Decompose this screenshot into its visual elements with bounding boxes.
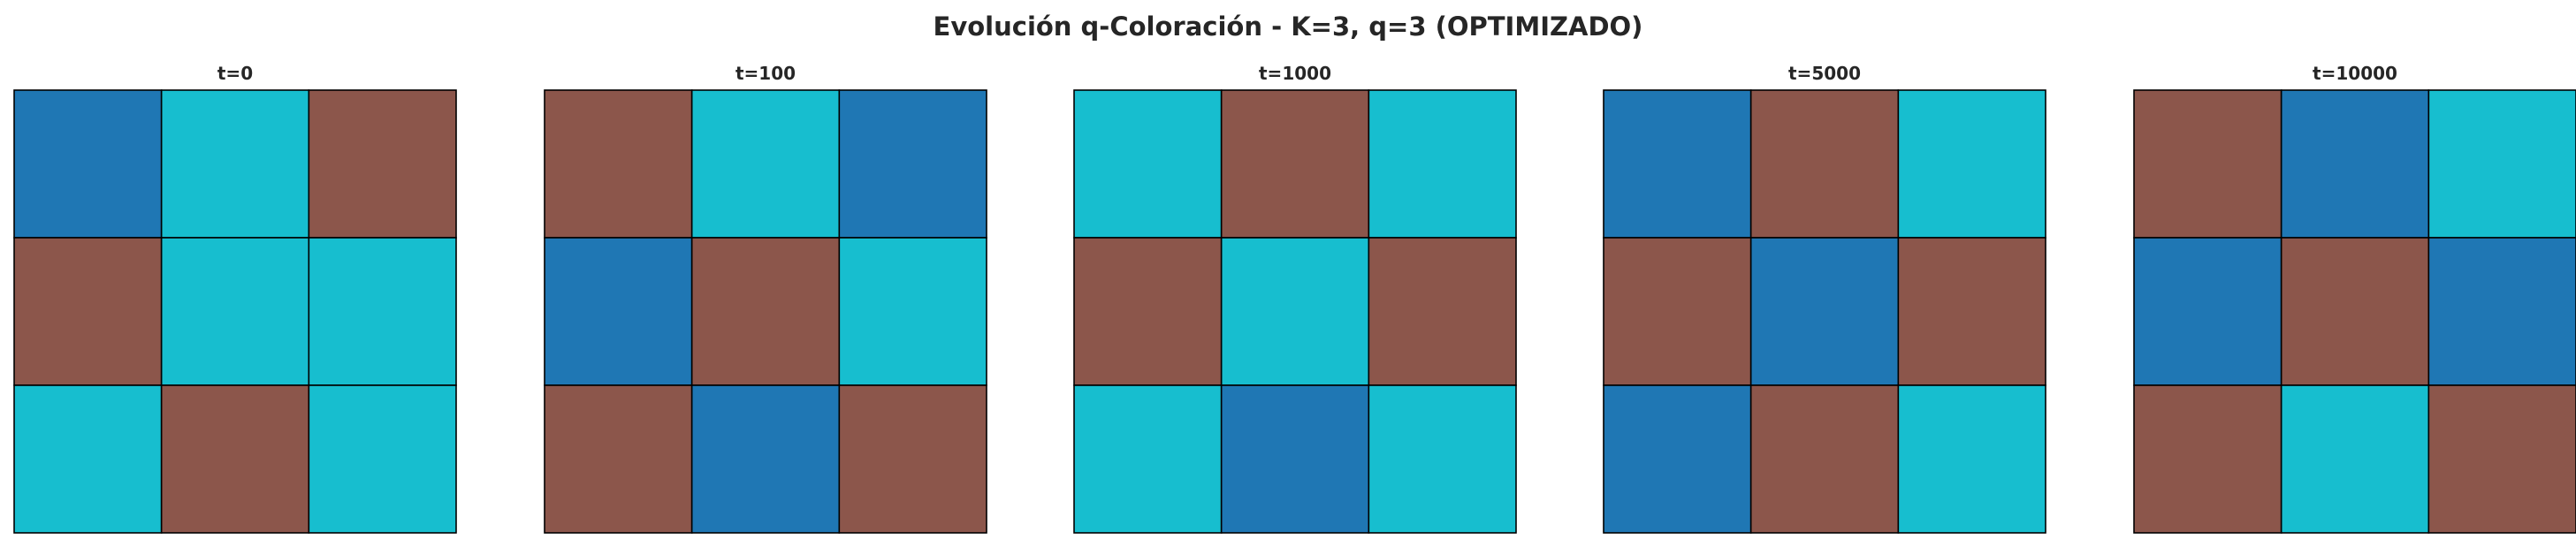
heatmap-cell-p1-r0-c1 xyxy=(160,89,310,239)
heatmap-cell-p3-r0-c2 xyxy=(1368,89,1517,239)
heatmap-cell-p2-r1-c1 xyxy=(690,237,841,386)
heatmap-cell-p3-r0-c1 xyxy=(1220,89,1370,239)
heatmap-cell-p4-r0-c2 xyxy=(1897,89,2046,239)
figure-title: Evolución q-Coloración - K=3, q=3 (OPTIM… xyxy=(933,11,1643,42)
heatmap-cell-p1-r1-c1 xyxy=(160,237,310,386)
heatmap-cell-p5-r0-c2 xyxy=(2427,89,2576,239)
heatmap-panel-1 xyxy=(13,89,457,534)
heatmap-cell-p4-r2-c2 xyxy=(1897,384,2046,534)
heatmap-cell-p1-r0-c2 xyxy=(308,89,457,239)
heatmap-cell-p2-r0-c2 xyxy=(838,89,987,239)
heatmap-cell-p3-r1-c0 xyxy=(1073,237,1223,386)
heatmap-cell-p3-r2-c2 xyxy=(1368,384,1517,534)
heatmap-cell-p4-r1-c1 xyxy=(1749,237,1900,386)
heatmap-cell-p4-r2-c1 xyxy=(1749,384,1900,534)
panel-title-1: t=0 xyxy=(217,63,254,84)
heatmap-cell-p3-r0-c0 xyxy=(1073,89,1223,239)
heatmap-panel-4 xyxy=(1603,89,2046,534)
heatmap-panel-2 xyxy=(544,89,987,534)
heatmap-cell-p1-r1-c2 xyxy=(308,237,457,386)
panel-title-4: t=5000 xyxy=(1788,63,1861,84)
heatmap-cell-p1-r2-c2 xyxy=(308,384,457,534)
heatmap-cell-p4-r2-c0 xyxy=(1603,384,1752,534)
panel-title-3: t=1000 xyxy=(1259,63,1331,84)
panel-title-2: t=100 xyxy=(735,63,796,84)
heatmap-cell-p1-r2-c1 xyxy=(160,384,310,534)
heatmap-panel-3 xyxy=(1073,89,1517,534)
heatmap-cell-p3-r2-c0 xyxy=(1073,384,1223,534)
panel-title-5: t=10000 xyxy=(2313,63,2397,84)
heatmap-cell-p4-r0-c0 xyxy=(1603,89,1752,239)
heatmap-cell-p2-r1-c2 xyxy=(838,237,987,386)
heatmap-cell-p5-r1-c0 xyxy=(2133,237,2283,386)
heatmap-cell-p2-r0-c0 xyxy=(544,89,693,239)
heatmap-cell-p1-r1-c0 xyxy=(13,237,163,386)
heatmap-cell-p1-r0-c0 xyxy=(13,89,163,239)
heatmap-cell-p1-r2-c0 xyxy=(13,384,163,534)
heatmap-cell-p5-r0-c0 xyxy=(2133,89,2283,239)
heatmap-cell-p5-r1-c1 xyxy=(2280,237,2430,386)
heatmap-panel-5 xyxy=(2133,89,2576,534)
heatmap-cell-p2-r0-c1 xyxy=(690,89,841,239)
heatmap-cell-p4-r0-c1 xyxy=(1749,89,1900,239)
heatmap-cell-p2-r2-c0 xyxy=(544,384,693,534)
heatmap-cell-p5-r2-c0 xyxy=(2133,384,2283,534)
heatmap-cell-p5-r2-c2 xyxy=(2427,384,2576,534)
heatmap-cell-p5-r1-c2 xyxy=(2427,237,2576,386)
heatmap-cell-p5-r0-c1 xyxy=(2280,89,2430,239)
heatmap-cell-p2-r2-c2 xyxy=(838,384,987,534)
heatmap-cell-p5-r2-c1 xyxy=(2280,384,2430,534)
heatmap-cell-p4-r1-c2 xyxy=(1897,237,2046,386)
heatmap-cell-p3-r1-c1 xyxy=(1220,237,1370,386)
heatmap-cell-p2-r1-c0 xyxy=(544,237,693,386)
heatmap-cell-p2-r2-c1 xyxy=(690,384,841,534)
heatmap-cell-p3-r2-c1 xyxy=(1220,384,1370,534)
heatmap-cell-p4-r1-c0 xyxy=(1603,237,1752,386)
heatmap-cell-p3-r1-c2 xyxy=(1368,237,1517,386)
